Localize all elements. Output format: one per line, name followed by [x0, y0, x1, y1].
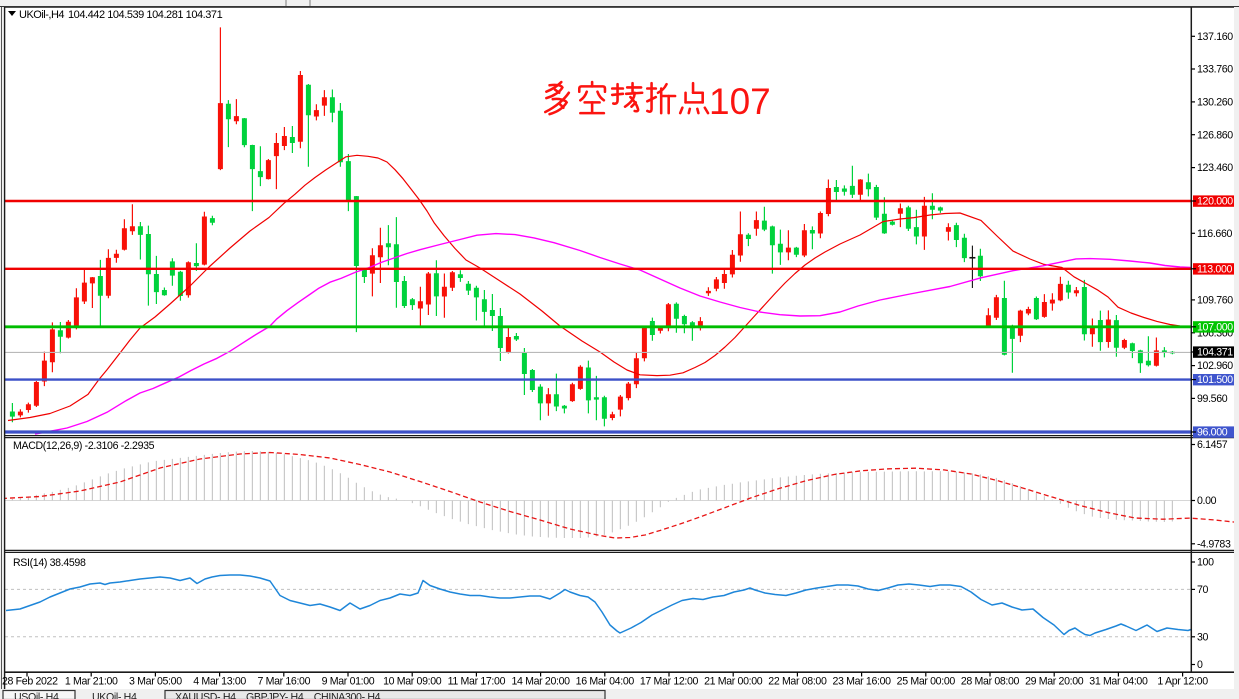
svg-text:100: 100: [1197, 557, 1214, 569]
svg-text:102.960: 102.960: [1197, 360, 1233, 372]
svg-text:22 Mar 08:00: 22 Mar 08:00: [768, 676, 827, 688]
svg-text:107.000: 107.000: [1197, 321, 1233, 333]
svg-text:10 Mar 09:00: 10 Mar 09:00: [383, 676, 442, 688]
svg-text:133.760: 133.760: [1197, 64, 1233, 76]
svg-text:16 Mar 04:00: 16 Mar 04:00: [576, 676, 635, 688]
svg-text:96.000: 96.000: [1197, 427, 1228, 439]
svg-text:116.660: 116.660: [1197, 228, 1233, 240]
svg-text:120.000: 120.000: [1197, 196, 1233, 208]
svg-text:104.442 104.539 104.281 104.37: 104.442 104.539 104.281 104.371: [68, 9, 223, 21]
svg-text:0: 0: [1197, 659, 1203, 671]
svg-text:9 Mar 01:00: 9 Mar 01:00: [322, 676, 375, 688]
svg-text:3 Mar 05:00: 3 Mar 05:00: [129, 676, 182, 688]
svg-text:1 Mar 21:00: 1 Mar 21:00: [65, 676, 118, 688]
svg-text:31 Mar 04:00: 31 Mar 04:00: [1089, 676, 1148, 688]
svg-text:123.460: 123.460: [1197, 162, 1233, 174]
svg-text:25 Mar 00:00: 25 Mar 00:00: [897, 676, 956, 688]
svg-text:UKOil-,H4: UKOil-,H4: [92, 692, 137, 699]
svg-text:17 Mar 12:00: 17 Mar 12:00: [640, 676, 699, 688]
svg-text:-4.9783: -4.9783: [1197, 538, 1231, 550]
svg-text:107: 107: [709, 81, 771, 122]
svg-text:29 Mar 20:00: 29 Mar 20:00: [1025, 676, 1084, 688]
svg-text:28 Mar 08:00: 28 Mar 08:00: [961, 676, 1020, 688]
svg-text:UKOil-,H4: UKOil-,H4: [19, 9, 64, 21]
svg-text:130.260: 130.260: [1197, 97, 1233, 109]
svg-text:99.560: 99.560: [1197, 393, 1228, 405]
svg-text:1 Apr 12:00: 1 Apr 12:00: [1157, 676, 1208, 688]
svg-text:23 Mar 16:00: 23 Mar 16:00: [832, 676, 891, 688]
svg-text:30: 30: [1197, 631, 1209, 643]
svg-text:XAUUSD-,H4 GBPJPY-,H4 CH: XAUUSD-,H4 GBPJPY-,H4 CHINA300-,H4: [175, 692, 381, 699]
svg-text:USOil-,H4: USOil-,H4: [14, 692, 59, 699]
svg-text:109.760: 109.760: [1197, 295, 1233, 307]
svg-text:MACD(12,26,9) -2.3106 -2.2935: MACD(12,26,9) -2.3106 -2.2935: [13, 440, 155, 452]
svg-text:126.860: 126.860: [1197, 129, 1233, 141]
svg-text:70: 70: [1197, 584, 1209, 596]
svg-text:101.500: 101.500: [1197, 374, 1233, 386]
svg-text:14 Mar 20:00: 14 Mar 20:00: [511, 676, 570, 688]
svg-text:RSI(14) 38.4598: RSI(14) 38.4598: [13, 557, 86, 569]
svg-text:4 Mar 13:00: 4 Mar 13:00: [193, 676, 246, 688]
svg-text:28 Feb 2022: 28 Feb 2022: [2, 676, 58, 688]
svg-text:0.00: 0.00: [1197, 495, 1217, 507]
svg-text:104.371: 104.371: [1197, 347, 1233, 359]
svg-text:6.1457: 6.1457: [1197, 439, 1228, 451]
svg-text:137.160: 137.160: [1197, 31, 1233, 43]
svg-text:21 Mar 00:00: 21 Mar 00:00: [704, 676, 763, 688]
svg-text:7 Mar 16:00: 7 Mar 16:00: [257, 676, 310, 688]
svg-text:11 Mar 17:00: 11 Mar 17:00: [448, 676, 506, 688]
svg-text:113.000: 113.000: [1197, 263, 1233, 275]
